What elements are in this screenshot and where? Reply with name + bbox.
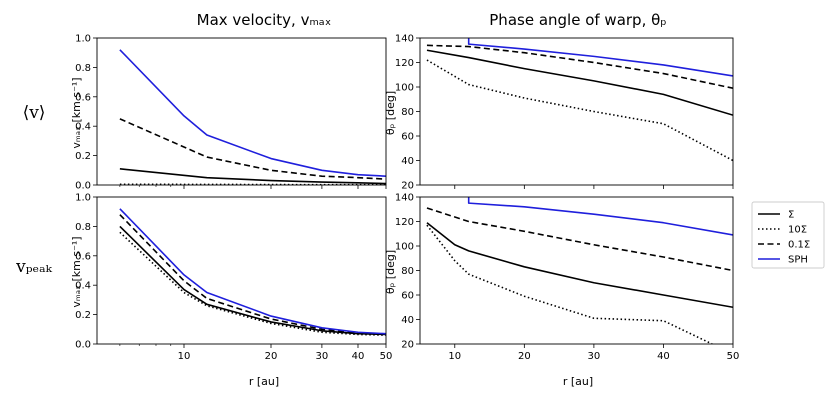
xtick-label-peak-theta-2: 30 bbox=[588, 351, 601, 362]
series-mean-theta-0 bbox=[426, 49, 733, 116]
row-label-peak: vₚₑₐₖ bbox=[15, 257, 53, 277]
frame-mean-theta bbox=[419, 37, 734, 186]
ytick-label-peak-vmax-5: 1.0 bbox=[75, 193, 91, 204]
panel-mean-theta: 20 40 60 80 100 120 140 bbox=[395, 34, 734, 192]
ytick-label-mean-theta-4: 100 bbox=[395, 83, 414, 94]
xtick-label-peak-vmax-4: 50 bbox=[380, 351, 393, 362]
frame-peak-theta bbox=[419, 196, 734, 345]
legend-label-3: SPH bbox=[788, 255, 808, 266]
xtick-label-peak-theta-0: 10 bbox=[448, 351, 461, 362]
ytick-label-mean-vmax-4: 0.8 bbox=[75, 63, 91, 74]
series-peak-vmax-1 bbox=[119, 231, 386, 336]
ytick-label-peak-vmax-3: 0.6 bbox=[75, 251, 91, 262]
xtick-label-peak-vmax-2: 30 bbox=[316, 351, 329, 362]
ytick-label-mean-vmax-0: 0.0 bbox=[75, 181, 91, 192]
xtick-label-peak-theta-3: 40 bbox=[657, 351, 670, 362]
ylabel-mean-theta: θₚ [deg] bbox=[384, 91, 397, 135]
ytick-label-mean-theta-1: 40 bbox=[401, 156, 414, 167]
ytick-label-peak-theta-0: 20 bbox=[401, 340, 414, 351]
col-title-vmax: Max velocity, vₘₐₓ bbox=[197, 11, 332, 29]
series-peak-vmax-0 bbox=[119, 225, 386, 336]
ylabel-mean-vmax: vₘₐₓ [km s⁻¹] bbox=[70, 77, 83, 148]
series-peak-theta-3 bbox=[467, 197, 733, 236]
ytick-label-peak-theta-4: 100 bbox=[395, 242, 414, 253]
series-peak-theta-1 bbox=[426, 224, 713, 344]
panels: 0.00.20.40.60.81.0204060801001201400.00.… bbox=[75, 34, 739, 363]
ytick-label-mean-vmax-3: 0.6 bbox=[75, 92, 91, 103]
ytick-label-mean-vmax-5: 1.0 bbox=[75, 34, 91, 45]
ytick-label-peak-theta-1: 40 bbox=[401, 315, 414, 326]
legend-label-0: Σ bbox=[788, 210, 794, 221]
ytick-label-peak-vmax-2: 0.4 bbox=[75, 281, 91, 292]
series-peak-theta-2 bbox=[426, 207, 733, 272]
ytick-label-peak-vmax-1: 0.2 bbox=[75, 310, 91, 321]
ytick-label-peak-theta-6: 140 bbox=[395, 193, 414, 204]
legend-label-2: 0.1Σ bbox=[788, 240, 810, 251]
series-mean-vmax-2 bbox=[119, 118, 386, 180]
legend-label-1: 10Σ bbox=[788, 225, 807, 236]
ylabel-peak-theta: θₚ [deg] bbox=[384, 250, 397, 294]
ytick-label-mean-theta-3: 80 bbox=[401, 107, 414, 118]
row-label-mean: ⟨v⟩ bbox=[23, 103, 46, 123]
xtick-label-peak-vmax-0: 10 bbox=[178, 351, 191, 362]
panel-peak-vmax: 0.0 0.2 0.4 0.6 0.8 1.0 10 20 30 40 50 bbox=[75, 193, 392, 363]
frame-peak-vmax bbox=[96, 196, 387, 345]
ytick-label-peak-theta-5: 120 bbox=[395, 217, 414, 228]
xtick-label-peak-theta-1: 20 bbox=[518, 351, 531, 362]
ytick-label-peak-theta-3: 80 bbox=[401, 266, 414, 277]
ylabel-peak-vmax: vₘₐₓ [km s⁻¹] bbox=[70, 236, 83, 307]
ytick-label-mean-theta-2: 60 bbox=[401, 132, 414, 143]
series-mean-theta-3 bbox=[467, 38, 733, 77]
ytick-label-peak-theta-2: 60 bbox=[401, 291, 414, 302]
ytick-label-peak-vmax-0: 0.0 bbox=[75, 340, 91, 351]
panel-peak-theta: 20 40 60 80 100 120 140 10 20 30 40 50 bbox=[395, 193, 739, 363]
series-peak-vmax-3 bbox=[119, 208, 386, 335]
xtick-label-peak-theta-4: 50 bbox=[727, 351, 740, 362]
xlabel-right: r [au] bbox=[563, 375, 593, 388]
ytick-label-mean-vmax-2: 0.4 bbox=[75, 122, 91, 133]
series-mean-vmax-0 bbox=[119, 168, 386, 185]
legend-frame bbox=[751, 201, 825, 269]
series-mean-vmax-3 bbox=[119, 49, 386, 177]
ytick-label-mean-theta-6: 140 bbox=[395, 34, 414, 45]
ytick-label-peak-vmax-4: 0.8 bbox=[75, 222, 91, 233]
xtick-label-peak-vmax-3: 40 bbox=[352, 351, 365, 362]
xlabel-left: r [au] bbox=[249, 375, 279, 388]
ytick-label-mean-theta-0: 20 bbox=[401, 181, 414, 192]
panel-mean-vmax: 0.0 0.2 0.4 0.6 0.8 1.0 bbox=[75, 34, 387, 192]
series-mean-theta-1 bbox=[426, 59, 733, 162]
ytick-label-mean-theta-5: 120 bbox=[395, 58, 414, 69]
legend: Σ 10Σ 0.1Σ SPH bbox=[751, 201, 825, 269]
col-title-theta: Phase angle of warp, θₚ bbox=[489, 11, 666, 29]
series-peak-theta-0 bbox=[426, 222, 733, 309]
xtick-label-peak-vmax-1: 20 bbox=[265, 351, 278, 362]
ytick-label-mean-vmax-1: 0.2 bbox=[75, 151, 91, 162]
frame-mean-vmax bbox=[96, 37, 387, 186]
series-mean-theta-2 bbox=[426, 44, 733, 90]
